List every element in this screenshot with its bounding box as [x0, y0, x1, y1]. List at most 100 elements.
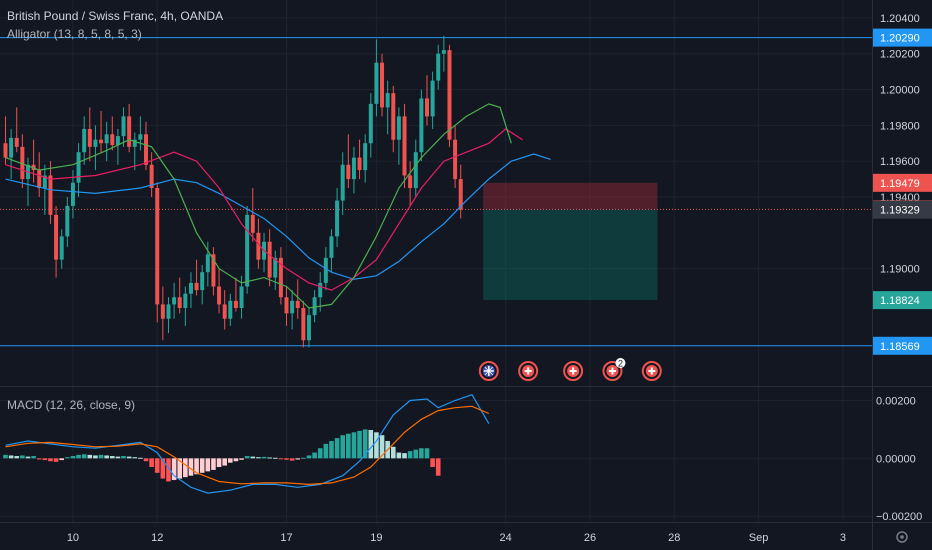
candle-body[interactable] — [217, 286, 222, 305]
macd-histogram-bar — [312, 452, 317, 459]
macd-histogram-bar — [222, 458, 227, 466]
candle-body[interactable] — [368, 103, 373, 144]
plus-event-icon[interactable] — [518, 361, 539, 381]
macd-histogram-bar — [284, 458, 289, 460]
plus-event-icon[interactable] — [563, 361, 584, 381]
candle-body[interactable] — [245, 214, 250, 287]
candle-body[interactable] — [183, 293, 188, 308]
plus-event-icon[interactable] — [641, 361, 662, 381]
candle-body[interactable] — [284, 297, 289, 314]
candle-body[interactable] — [380, 62, 385, 108]
candle-body[interactable] — [312, 297, 317, 316]
candle-body[interactable] — [346, 164, 351, 180]
candle-body[interactable] — [329, 236, 334, 258]
candle-body[interactable] — [205, 254, 210, 273]
candle-body[interactable] — [59, 236, 64, 260]
candle-body[interactable] — [20, 146, 25, 180]
candle-body[interactable] — [54, 214, 59, 260]
alligator-legend[interactable]: Alligator (13, 8, 5, 8, 5, 3) — [7, 27, 142, 41]
candle-body[interactable] — [99, 139, 104, 144]
candle-body[interactable] — [9, 137, 14, 158]
candle-body[interactable] — [340, 164, 345, 201]
candle-body[interactable] — [110, 134, 115, 146]
macd-histogram-bar — [295, 458, 301, 460]
candle-body[interactable] — [419, 98, 424, 153]
candle-body[interactable] — [408, 175, 413, 189]
candle-body[interactable] — [239, 286, 244, 308]
macd-histogram-bar — [93, 455, 98, 459]
candle-body[interactable] — [149, 164, 154, 189]
candle-body[interactable] — [65, 205, 70, 237]
candle-body[interactable] — [222, 304, 227, 319]
candle-body[interactable] — [144, 134, 148, 165]
candle-body[interactable] — [295, 300, 300, 308]
macd-histogram-bar — [199, 458, 205, 473]
position-target-zone[interactable] — [483, 209, 658, 301]
candle-body[interactable] — [267, 241, 272, 278]
candle-body[interactable] — [76, 152, 81, 183]
macd-legend[interactable]: MACD (12, 26, close, 9) — [7, 398, 136, 412]
candle-body[interactable] — [413, 152, 418, 189]
candle-body[interactable] — [3, 143, 8, 158]
candle-body[interactable] — [256, 232, 261, 260]
candle-body[interactable] — [453, 139, 458, 180]
candle-body[interactable] — [357, 157, 362, 171]
candle-body[interactable] — [127, 116, 132, 147]
position-stop-zone[interactable] — [483, 182, 658, 210]
candle-body[interactable] — [430, 80, 435, 117]
candle-body[interactable] — [177, 297, 182, 308]
candle-body[interactable] — [290, 300, 295, 314]
candle-body[interactable] — [200, 272, 205, 291]
macd-histogram-bar — [424, 448, 430, 459]
candle-body[interactable] — [447, 50, 452, 140]
candle-body[interactable] — [194, 282, 199, 291]
candle-body[interactable] — [138, 134, 143, 140]
candle-body[interactable] — [278, 257, 283, 298]
macd-histogram-bar — [87, 454, 93, 459]
candle-body[interactable] — [37, 170, 42, 189]
candle-body[interactable] — [351, 157, 356, 180]
candle-body[interactable] — [87, 128, 92, 147]
candle-body[interactable] — [228, 300, 233, 319]
candle-body[interactable] — [160, 304, 165, 319]
candle-body[interactable] — [121, 116, 126, 137]
candle-body[interactable] — [441, 50, 446, 54]
candle-body[interactable] — [335, 200, 340, 237]
settings-gear-icon[interactable] — [896, 531, 908, 543]
candle-body[interactable] — [301, 308, 306, 341]
hline-price-label: 1.20290 — [880, 33, 920, 45]
candle-body[interactable] — [396, 116, 401, 140]
uk-flag-icon[interactable] — [478, 361, 499, 381]
candle-body[interactable] — [115, 136, 120, 146]
plus-event-icon[interactable]: 2 — [602, 358, 626, 381]
candle-body[interactable] — [172, 297, 177, 305]
candle-body[interactable] — [132, 139, 137, 147]
candle-body[interactable] — [323, 257, 328, 283]
candle-body[interactable] — [250, 214, 255, 233]
candle-body[interactable] — [14, 137, 19, 147]
candle-body[interactable] — [402, 116, 407, 176]
candle-body[interactable] — [318, 282, 323, 298]
candle-body[interactable] — [42, 175, 47, 189]
candle-body[interactable] — [211, 254, 216, 287]
price-axis-tick: 1.19800 — [880, 120, 920, 132]
candle-body[interactable] — [48, 175, 53, 215]
candle-body[interactable] — [273, 257, 278, 278]
candle-body[interactable] — [82, 128, 87, 153]
candle-body[interactable] — [385, 93, 390, 108]
candle-body[interactable] — [374, 62, 379, 104]
candle-body[interactable] — [436, 53, 441, 81]
candle-body[interactable] — [93, 139, 98, 147]
candle-body[interactable] — [70, 182, 75, 206]
candle-body[interactable] — [155, 188, 160, 305]
candle-body[interactable] — [166, 304, 171, 319]
candle-body[interactable] — [306, 315, 311, 341]
candle-body[interactable] — [233, 300, 238, 308]
candle-body[interactable] — [188, 282, 193, 294]
candle-body[interactable] — [425, 98, 429, 117]
candle-body[interactable] — [391, 93, 396, 140]
candle-body[interactable] — [104, 134, 109, 144]
candle-body[interactable] — [363, 143, 368, 171]
candle-body[interactable] — [458, 179, 463, 210]
